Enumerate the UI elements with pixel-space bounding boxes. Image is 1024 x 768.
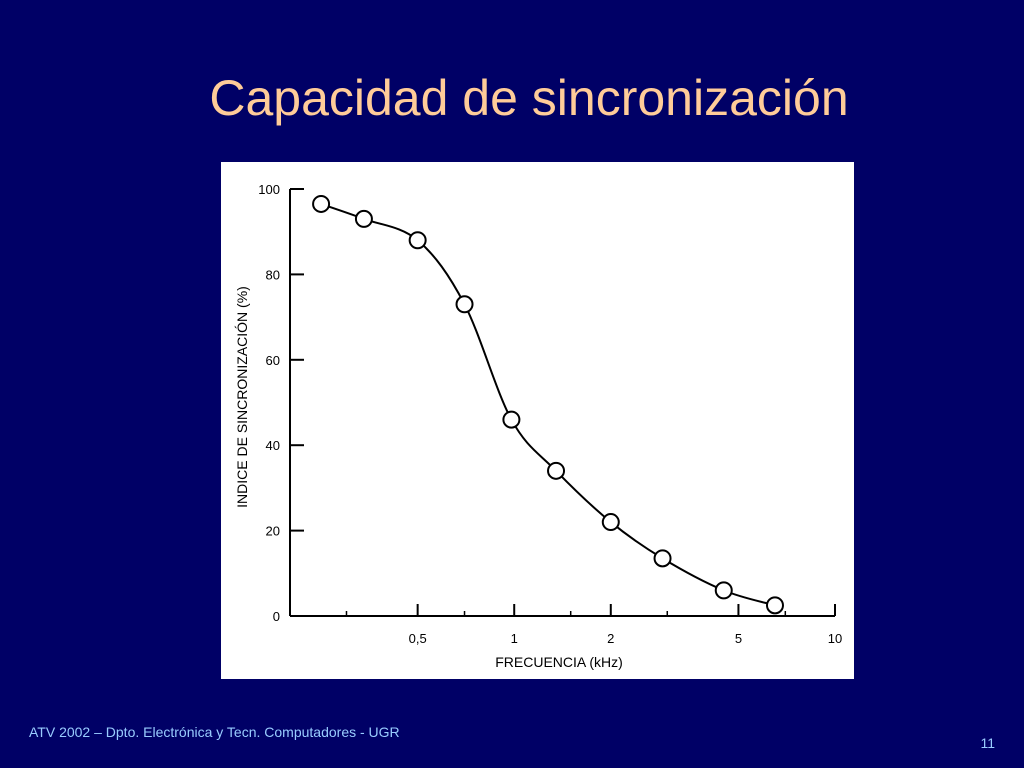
series-line xyxy=(320,203,776,607)
chart-ticks: 0 20 40 60 80 100 0,5 1 2 5 10 xyxy=(258,182,842,646)
sync-chart: 0 20 40 60 80 100 0,5 1 2 5 10 FRECUENCIA (kHz) IN… xyxy=(234,182,842,670)
x-axis-label: FRECUENCIA (kHz) xyxy=(495,654,623,670)
x-tick-label: 0,5 xyxy=(409,631,427,646)
y-tick-label: 40 xyxy=(266,438,280,453)
data-points xyxy=(312,194,784,615)
slide-title: Capacidad de sincronización xyxy=(209,70,849,126)
y-tick-label: 20 xyxy=(266,524,280,539)
y-tick-label: 0 xyxy=(273,609,280,624)
data-point xyxy=(653,549,672,568)
y-tick-label: 60 xyxy=(266,353,280,368)
data-point xyxy=(455,295,474,314)
data-point xyxy=(547,461,566,480)
chart-panel: 0 20 40 60 80 100 0,5 1 2 5 10 FRECUENCIA (kHz) IN… xyxy=(221,162,854,679)
data-point xyxy=(312,194,331,213)
chart-axes xyxy=(289,189,835,617)
x-tick-label: 1 xyxy=(511,631,518,646)
x-tick-label: 10 xyxy=(828,631,842,646)
x-tick-label: 2 xyxy=(607,631,614,646)
footer-text: ATV 2002 – Dpto. Electrónica y Tecn. Com… xyxy=(29,724,400,740)
data-point xyxy=(714,581,733,600)
slide-number: 11 xyxy=(980,735,995,751)
data-point xyxy=(601,513,620,532)
data-point xyxy=(408,231,427,250)
data-point xyxy=(765,596,784,615)
y-tick-label: 100 xyxy=(258,182,280,197)
x-tick-label: 5 xyxy=(735,631,742,646)
y-tick-label: 80 xyxy=(266,267,280,282)
y-axis-label: INDICE DE SINCRONIZACIÓN (%) xyxy=(234,286,250,508)
data-point xyxy=(354,209,373,228)
data-point xyxy=(502,410,521,429)
